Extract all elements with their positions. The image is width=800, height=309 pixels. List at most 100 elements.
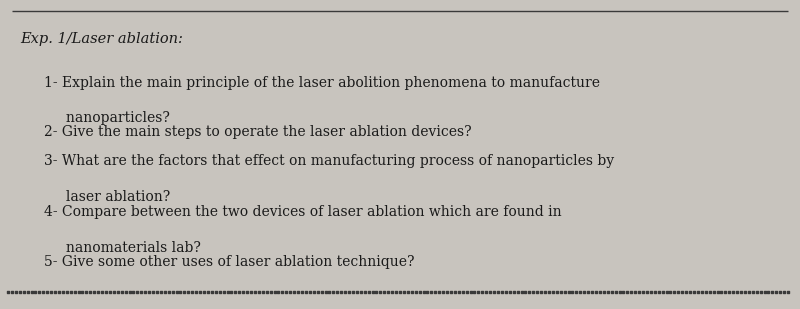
Point xyxy=(699,290,712,294)
Point xyxy=(586,290,598,294)
Point xyxy=(382,290,394,294)
Point xyxy=(456,290,469,294)
Point xyxy=(119,290,132,294)
Point xyxy=(723,290,736,294)
Point xyxy=(202,290,214,294)
Point xyxy=(629,290,642,294)
Point xyxy=(331,290,344,294)
Point xyxy=(366,290,379,294)
Point xyxy=(57,290,70,294)
Point xyxy=(107,290,120,294)
Point xyxy=(299,290,312,294)
Point xyxy=(606,290,618,294)
Point xyxy=(214,290,226,294)
Point xyxy=(625,290,638,294)
Point xyxy=(550,290,563,294)
Point xyxy=(668,290,681,294)
Point xyxy=(425,290,438,294)
Point xyxy=(229,290,242,294)
Point xyxy=(96,290,109,294)
Point xyxy=(334,290,347,294)
Point xyxy=(590,290,602,294)
Point xyxy=(174,290,187,294)
Point xyxy=(123,290,136,294)
Point xyxy=(766,290,779,294)
Point xyxy=(158,290,171,294)
Point xyxy=(453,290,466,294)
Point xyxy=(637,290,650,294)
Point xyxy=(598,290,610,294)
Text: 2- Give the main steps to operate the laser ablation devices?: 2- Give the main steps to operate the la… xyxy=(44,125,472,139)
Point xyxy=(154,290,167,294)
Point xyxy=(480,290,493,294)
Point xyxy=(249,290,262,294)
Point xyxy=(10,290,22,294)
Point xyxy=(142,290,155,294)
Point xyxy=(542,290,555,294)
Point xyxy=(413,290,426,294)
Point xyxy=(346,290,359,294)
Point xyxy=(511,290,524,294)
Point xyxy=(707,290,720,294)
Point xyxy=(135,290,148,294)
Point xyxy=(410,290,422,294)
Point xyxy=(178,290,191,294)
Point xyxy=(25,290,38,294)
Point xyxy=(523,290,536,294)
Text: 4- Compare between the two devices of laser ablation which are found in: 4- Compare between the two devices of la… xyxy=(44,205,562,219)
Point xyxy=(691,290,704,294)
Point xyxy=(150,290,163,294)
Point xyxy=(460,290,473,294)
Point xyxy=(221,290,234,294)
Point xyxy=(41,290,54,294)
Point xyxy=(233,290,246,294)
Point xyxy=(272,290,285,294)
Point xyxy=(754,290,767,294)
Point xyxy=(499,290,512,294)
Point xyxy=(307,290,320,294)
Point xyxy=(672,290,685,294)
Point xyxy=(390,290,402,294)
Point xyxy=(621,290,634,294)
Point xyxy=(76,290,89,294)
Point xyxy=(37,290,50,294)
Text: 5- Give some other uses of laser ablation technique?: 5- Give some other uses of laser ablatio… xyxy=(44,255,414,269)
Point xyxy=(715,290,728,294)
Point xyxy=(260,290,273,294)
Text: nanoparticles?: nanoparticles? xyxy=(44,111,170,125)
Text: 1- Explain the main principle of the laser abolition phenomena to manufacture: 1- Explain the main principle of the las… xyxy=(44,76,600,90)
Point xyxy=(198,290,210,294)
Point xyxy=(774,290,786,294)
Point xyxy=(495,290,508,294)
Point xyxy=(778,290,790,294)
Point xyxy=(703,290,716,294)
Point xyxy=(49,290,62,294)
Text: 3- What are the factors that effect on manufacturing process of nanoparticles by: 3- What are the factors that effect on m… xyxy=(44,154,614,168)
Point xyxy=(398,290,410,294)
Point xyxy=(562,290,575,294)
Point xyxy=(507,290,520,294)
Point xyxy=(22,290,34,294)
Point xyxy=(288,290,301,294)
Point xyxy=(29,290,42,294)
Point xyxy=(338,290,351,294)
Point xyxy=(680,290,693,294)
Point xyxy=(61,290,74,294)
Point xyxy=(394,290,406,294)
Point xyxy=(645,290,658,294)
Point xyxy=(554,290,567,294)
Point xyxy=(146,290,159,294)
Point xyxy=(14,290,26,294)
Point xyxy=(131,290,144,294)
Point xyxy=(127,290,140,294)
Point xyxy=(574,290,586,294)
Point xyxy=(311,290,324,294)
Point xyxy=(350,290,363,294)
Point xyxy=(633,290,646,294)
Text: Exp. 1/Laser ablation:: Exp. 1/Laser ablation: xyxy=(20,32,183,46)
Point xyxy=(64,290,77,294)
Point xyxy=(688,290,701,294)
Point xyxy=(594,290,606,294)
Point xyxy=(445,290,458,294)
Point xyxy=(88,290,101,294)
